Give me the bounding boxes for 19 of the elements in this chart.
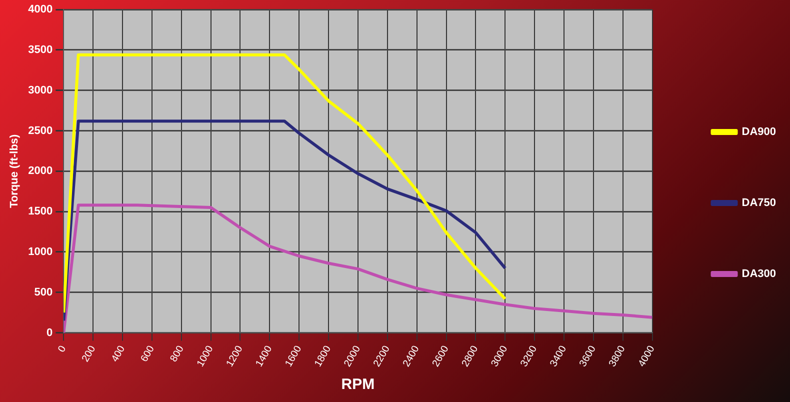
x-tick-label: 0	[56, 344, 69, 354]
x-axis-title: RPM	[341, 376, 375, 394]
x-tick-label: 200	[80, 344, 98, 364]
x-tick-label: 600	[139, 344, 158, 364]
y-tick-label: 500	[34, 286, 53, 298]
x-tick-label: 400	[110, 344, 128, 364]
y-tick-label: 4000	[28, 4, 53, 16]
y-tick-label: 2500	[28, 124, 53, 137]
y-tick-label: 3500	[28, 44, 53, 56]
legend-label: DA750	[742, 197, 776, 210]
y-axis-title: Torque (ft-lbs)	[8, 134, 21, 208]
x-tick-label: 800	[168, 344, 187, 364]
y-tick-label: 2000	[28, 165, 53, 178]
y-tick-label: 1000	[28, 246, 53, 258]
y-tick-label: 3000	[28, 84, 53, 96]
y-tick-label: 1500	[28, 206, 53, 218]
legend-label: DA300	[742, 268, 776, 280]
legend-label: DA900	[742, 126, 776, 138]
y-tick-label: 0	[46, 326, 53, 339]
